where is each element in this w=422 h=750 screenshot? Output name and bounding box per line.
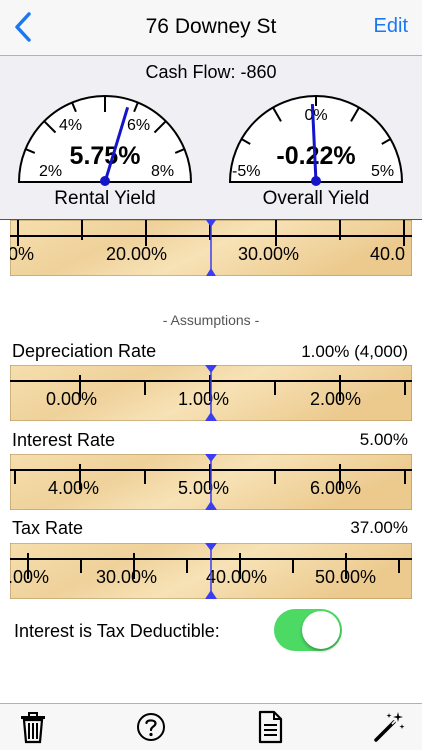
tax-rate-value: 37.00% [350, 518, 408, 537]
ruler-tick-label: 2.00% [310, 389, 361, 409]
ruler-tick-label: .00% [10, 567, 49, 587]
report-button[interactable] [253, 710, 287, 744]
gauge-tick-label: 6% [127, 117, 150, 134]
overall-yield-label: Overall Yield [262, 188, 370, 209]
gauge-tick [43, 120, 57, 134]
rental-yield-gauge: 2% 4% 6% 8% 5.75% [17, 95, 193, 186]
interest-deductible-label: Interest is Tax Deductible: [14, 621, 220, 641]
gauge-tick-label: 4% [59, 117, 82, 134]
depreciation-rate-label: Depreciation Rate [12, 341, 157, 361]
rental-yield-value: 5.75% [70, 142, 141, 170]
yield-ruler-slider[interactable]: 0% 20.00% 30.00% 40.0 [10, 220, 412, 276]
help-button[interactable] [134, 710, 168, 744]
gauge-tick [153, 120, 167, 134]
tax-rate-slider[interactable]: .00% 30.00% 40.00% 50.00% [10, 543, 412, 599]
ruler-tick-label: 4.00% [48, 478, 99, 498]
page-title: 76 Downey St [145, 15, 277, 38]
interest-deductible-toggle[interactable] [274, 609, 342, 651]
ruler-tick-label: 40.00% [206, 567, 267, 587]
ruler-tick-label: 50.00% [315, 567, 376, 587]
edit-button[interactable]: Edit [373, 15, 408, 37]
gauge-tick [350, 107, 360, 122]
interest-rate-label: Interest Rate [12, 430, 116, 450]
gauge-tick [272, 107, 282, 122]
gauge-pivot [100, 176, 110, 186]
assumptions-heading: - Assumptions - [162, 312, 260, 328]
gauge-tick [241, 138, 251, 145]
yield-gauges-panel: Cash Flow: -860 2% 4% 6% 8% 5.75% Rental… [0, 56, 422, 220]
interest-rate-slider[interactable]: 4.00% 5.00% 6.00% [10, 454, 412, 510]
gauge-tick-label: 0% [304, 107, 327, 124]
ruler-tick-label: 20.00% [106, 244, 167, 264]
gauge-tick [174, 148, 185, 154]
chevron-left-icon [15, 12, 31, 42]
gauge-tick-label: 2% [39, 163, 62, 180]
ruler-tick-label: 1.00% [178, 389, 229, 409]
trash-icon [21, 712, 45, 744]
rental-yield-needle [103, 106, 130, 183]
magic-wand-icon [374, 712, 405, 742]
document-icon [258, 710, 283, 744]
gauge-tick [71, 102, 77, 113]
magic-wand-button[interactable] [372, 710, 406, 744]
ruler-tick-label: 0% [10, 244, 34, 264]
gauge-tick [133, 102, 139, 113]
bottom-toolbar [0, 703, 422, 750]
gauge-pivot [311, 176, 321, 186]
ruler-tick-label: 30.00% [238, 244, 299, 264]
toggle-knob [302, 611, 340, 649]
back-button[interactable] [10, 10, 40, 46]
help-icon [137, 713, 165, 741]
cash-flow-label: Cash Flow: -860 [145, 62, 277, 82]
gauge-tick [25, 148, 36, 154]
depreciation-rate-slider[interactable]: 0.00% 1.00% 2.00% [10, 365, 412, 421]
ruler-tick-label: 30.00% [96, 567, 157, 587]
overall-yield-needle [310, 104, 318, 183]
overall-yield-gauge: -5% 0% 5% -0.22% [228, 95, 404, 186]
tax-rate-label: Tax Rate [12, 518, 84, 538]
gauge-tick-label: -5% [232, 163, 260, 180]
ruler-tick-label: 40.0 [370, 244, 405, 264]
navigation-bar: 76 Downey St Edit [0, 0, 422, 56]
gauge-tick-label: 5% [371, 163, 394, 180]
ruler-tick-label: 0.00% [46, 389, 97, 409]
interest-rate-value: 5.00% [359, 430, 408, 449]
gauge-tick [381, 138, 391, 145]
depreciation-rate-value: 1.00% (4,000) [301, 342, 408, 361]
delete-button[interactable] [16, 710, 50, 744]
rental-yield-label: Rental Yield [54, 188, 156, 209]
gauge-tick-label: 8% [151, 163, 174, 180]
ruler-tick-label: 6.00% [310, 478, 361, 498]
ruler-tick-label: 5.00% [178, 478, 229, 498]
